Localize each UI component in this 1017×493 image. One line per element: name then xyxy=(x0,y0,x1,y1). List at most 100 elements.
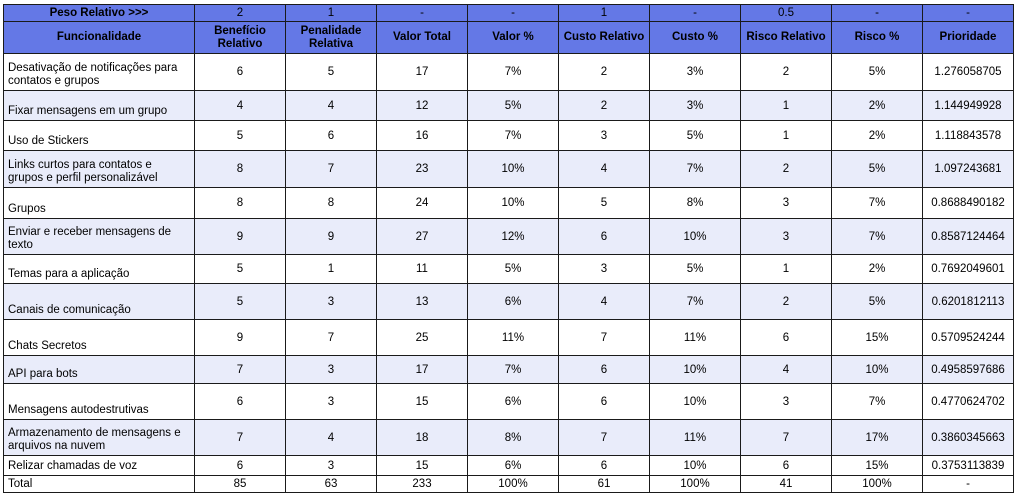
total-cell[interactable]: 61 xyxy=(558,475,650,493)
table-cell[interactable]: 5 xyxy=(194,120,286,151)
table-cell[interactable]: 5 xyxy=(285,53,377,91)
table-cell[interactable]: 6 xyxy=(194,53,286,91)
table-cell[interactable]: 10% xyxy=(649,455,741,476)
table-cell[interactable]: 2 xyxy=(740,283,832,320)
table-cell[interactable]: 3 xyxy=(740,383,832,420)
total-cell[interactable]: 100% xyxy=(831,475,923,493)
table-cell[interactable]: 11% xyxy=(649,319,741,356)
table-cell[interactable]: 3 xyxy=(285,355,377,384)
table-cell[interactable]: 1 xyxy=(740,90,832,121)
table-cell[interactable]: 6 xyxy=(558,383,650,420)
table-cell[interactable]: 5 xyxy=(558,187,650,219)
table-cell[interactable]: 4 xyxy=(194,90,286,121)
table-cell[interactable]: 6% xyxy=(467,383,559,420)
weight-cell[interactable]: 2 xyxy=(194,4,286,22)
header-cell-valor-total[interactable]: Valor Total xyxy=(376,21,468,54)
total-cell[interactable]: 63 xyxy=(285,475,377,493)
header-cell-penalidade[interactable]: Penalidade Relativa xyxy=(285,21,377,54)
table-cell[interactable]: 17 xyxy=(376,355,468,384)
table-cell[interactable]: 15% xyxy=(831,455,923,476)
table-cell[interactable]: 7 xyxy=(740,419,832,456)
table-cell[interactable]: 6 xyxy=(194,383,286,420)
table-cell[interactable]: 5% xyxy=(467,254,559,284)
table-cell[interactable]: 5 xyxy=(194,283,286,320)
feature-name-cell[interactable]: Canais de comunicação xyxy=(3,283,195,320)
weight-cell[interactable]: - xyxy=(467,4,559,22)
feature-name-cell[interactable]: Relizar chamadas de voz xyxy=(3,455,195,476)
feature-name-cell[interactable]: Armazenamento de mensagens e arquivos na… xyxy=(3,419,195,456)
table-cell[interactable]: 5% xyxy=(831,53,923,91)
table-cell[interactable]: 15 xyxy=(376,455,468,476)
table-cell[interactable]: 3 xyxy=(285,283,377,320)
table-cell[interactable]: 1.118843578 xyxy=(922,120,1014,151)
table-cell[interactable]: 6 xyxy=(558,218,650,255)
total-cell[interactable]: 100% xyxy=(467,475,559,493)
table-cell[interactable]: 1 xyxy=(740,254,832,284)
table-cell[interactable]: 7 xyxy=(285,150,377,188)
table-cell[interactable]: 1.097243681 xyxy=(922,150,1014,188)
table-cell[interactable]: 5% xyxy=(831,150,923,188)
table-cell[interactable]: 3 xyxy=(740,218,832,255)
table-cell[interactable]: 5% xyxy=(831,283,923,320)
feature-name-cell[interactable]: Temas para a aplicação xyxy=(3,254,195,284)
table-cell[interactable]: 7% xyxy=(831,383,923,420)
table-cell[interactable]: 7 xyxy=(558,319,650,356)
table-cell[interactable]: 0.3753113839 xyxy=(922,455,1014,476)
table-cell[interactable]: 1.276058705 xyxy=(922,53,1014,91)
table-cell[interactable]: 2 xyxy=(740,53,832,91)
feature-name-cell[interactable]: Uso de Stickers xyxy=(3,120,195,151)
table-cell[interactable]: 6 xyxy=(740,319,832,356)
table-cell[interactable]: 2 xyxy=(740,150,832,188)
total-label-cell[interactable]: Total xyxy=(3,475,195,493)
feature-name-cell[interactable]: Chats Secretos xyxy=(3,319,195,356)
table-cell[interactable]: 13 xyxy=(376,283,468,320)
table-cell[interactable]: 2% xyxy=(831,120,923,151)
table-cell[interactable]: 6 xyxy=(740,455,832,476)
table-cell[interactable]: 2% xyxy=(831,90,923,121)
weight-cell[interactable]: - xyxy=(376,4,468,22)
table-cell[interactable]: 17 xyxy=(376,53,468,91)
table-cell[interactable]: 4 xyxy=(558,283,650,320)
table-cell[interactable]: 11 xyxy=(376,254,468,284)
table-cell[interactable]: 3 xyxy=(740,187,832,219)
table-cell[interactable]: 7% xyxy=(467,355,559,384)
table-cell[interactable]: 15% xyxy=(831,319,923,356)
header-cell-risco[interactable]: Risco Relativo xyxy=(740,21,832,54)
feature-name-cell[interactable]: Mensagens autodestrutivas xyxy=(3,383,195,420)
total-cell[interactable]: 100% xyxy=(649,475,741,493)
table-cell[interactable]: 2 xyxy=(558,53,650,91)
table-cell[interactable]: 3 xyxy=(285,455,377,476)
table-cell[interactable]: 6% xyxy=(467,283,559,320)
table-cell[interactable]: 12 xyxy=(376,90,468,121)
total-cell[interactable]: 41 xyxy=(740,475,832,493)
table-cell[interactable]: 0.8688490182 xyxy=(922,187,1014,219)
total-cell[interactable]: - xyxy=(922,475,1014,493)
table-cell[interactable]: 10% xyxy=(467,187,559,219)
table-cell[interactable]: 10% xyxy=(467,150,559,188)
feature-name-cell[interactable]: Grupos xyxy=(3,187,195,219)
table-cell[interactable]: 5% xyxy=(467,90,559,121)
table-cell[interactable]: 15 xyxy=(376,383,468,420)
weight-cell[interactable]: - xyxy=(922,4,1014,22)
table-cell[interactable]: 10% xyxy=(831,355,923,384)
weight-cell[interactable]: 1 xyxy=(285,4,377,22)
table-cell[interactable]: 0.6201812113 xyxy=(922,283,1014,320)
feature-name-cell[interactable]: Enviar e receber mensagens de texto xyxy=(3,218,195,255)
table-cell[interactable]: 1.144949928 xyxy=(922,90,1014,121)
table-cell[interactable]: 7 xyxy=(285,319,377,356)
table-cell[interactable]: 6% xyxy=(467,455,559,476)
weight-cell[interactable]: - xyxy=(649,4,741,22)
table-cell[interactable]: 18 xyxy=(376,419,468,456)
table-cell[interactable]: 0.8587124464 xyxy=(922,218,1014,255)
table-cell[interactable]: 1 xyxy=(285,254,377,284)
total-cell[interactable]: 85 xyxy=(194,475,286,493)
table-cell[interactable]: 6 xyxy=(194,455,286,476)
table-cell[interactable]: 0.4958597686 xyxy=(922,355,1014,384)
table-cell[interactable]: 24 xyxy=(376,187,468,219)
table-cell[interactable]: 3 xyxy=(558,120,650,151)
table-cell[interactable]: 10% xyxy=(649,355,741,384)
table-cell[interactable]: 8 xyxy=(194,187,286,219)
table-cell[interactable]: 25 xyxy=(376,319,468,356)
table-cell[interactable]: 8% xyxy=(467,419,559,456)
table-cell[interactable]: 9 xyxy=(194,218,286,255)
